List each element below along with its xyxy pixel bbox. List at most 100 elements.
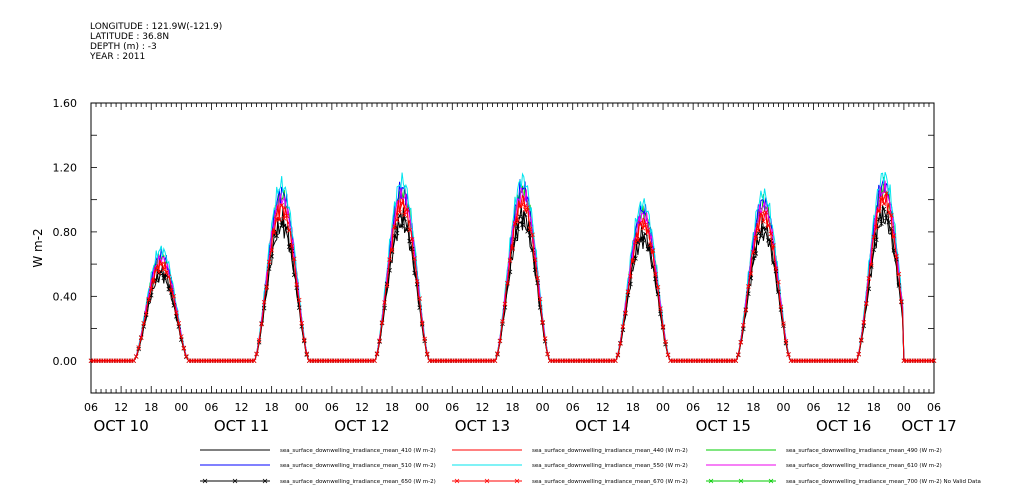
series-marker [537, 296, 543, 302]
series-marker [382, 305, 387, 311]
series-marker [776, 289, 781, 295]
series-marker [655, 284, 661, 290]
series-marker [525, 205, 530, 210]
series-marker [648, 246, 653, 251]
series-marker [868, 262, 874, 267]
legend-label: sea_surface_downwelling_irradiance_mean_… [786, 479, 981, 485]
series-marker [176, 320, 182, 326]
series-marker [279, 203, 284, 208]
series-marker [879, 221, 884, 226]
series-marker [653, 272, 658, 277]
series-marker [889, 213, 894, 218]
series-marker [633, 256, 638, 261]
series-marker [497, 338, 503, 344]
x-tick-label: 06 [927, 401, 941, 414]
series-marker [261, 299, 267, 305]
legend-marker [738, 478, 744, 484]
series-marker [143, 311, 149, 316]
series-marker [530, 232, 535, 238]
series-marker [741, 322, 746, 328]
series-marker [645, 227, 651, 233]
series-marker [141, 321, 146, 326]
series-marker [768, 238, 774, 243]
series-marker [542, 336, 548, 341]
series-marker [540, 319, 545, 325]
series-marker [158, 261, 164, 266]
year-label: YEAR : 2011 [90, 52, 146, 62]
series-marker [886, 209, 892, 215]
x-tick-label: 18 [867, 401, 881, 414]
series-marker [372, 358, 377, 364]
series-marker [768, 231, 774, 237]
series-marker [638, 220, 643, 226]
series-marker [294, 282, 300, 287]
x-tick-label: 00 [415, 401, 429, 414]
legend-label: sea_surface_downwelling_irradiance_mean_… [532, 463, 688, 469]
series-marker [884, 191, 889, 196]
legend-label: sea_surface_downwelling_irradiance_mean_… [786, 463, 942, 469]
series-marker [889, 226, 894, 231]
x-tick-label: 18 [144, 401, 158, 414]
series-marker [771, 243, 776, 248]
series-marker [773, 266, 779, 272]
series-marker [289, 243, 294, 249]
series-marker [517, 203, 523, 208]
legend-marker [202, 478, 208, 484]
x-tick-label: 06 [566, 401, 580, 414]
series-marker [758, 233, 764, 239]
x-tick-label: 00 [776, 401, 790, 414]
series-marker [515, 226, 520, 232]
series-marker [286, 244, 292, 250]
series-marker [495, 351, 500, 356]
series-marker [736, 352, 741, 357]
series-marker [163, 269, 169, 275]
y-tick-label: 0.80 [53, 226, 78, 239]
series-marker [786, 352, 791, 357]
series-marker [304, 351, 310, 357]
series-marker [894, 254, 899, 259]
series-marker [874, 224, 879, 230]
series-marker [271, 230, 277, 236]
series-marker [746, 284, 751, 289]
series-marker [382, 300, 387, 305]
series-marker [879, 197, 884, 202]
series-marker [500, 319, 505, 324]
series-marker [397, 213, 402, 219]
series-line [91, 176, 934, 362]
x-tick-label: 12 [235, 401, 249, 414]
series-marker [409, 237, 415, 242]
series-marker [866, 276, 872, 281]
series-marker [635, 238, 641, 243]
series-marker [256, 338, 262, 343]
series-marker [741, 326, 746, 332]
series-marker [638, 237, 643, 242]
series-marker [264, 285, 269, 290]
series-marker [630, 259, 636, 264]
series-marker [399, 200, 405, 206]
series-marker [389, 247, 395, 253]
series-marker [407, 238, 412, 244]
x-tick-label: 06 [807, 401, 821, 414]
x-day-label: OCT 14 [575, 417, 630, 435]
series-marker [296, 305, 302, 310]
series-marker [414, 279, 420, 284]
series-line [91, 191, 934, 362]
series-marker [251, 358, 257, 364]
legend-label: sea_surface_downwelling_irradiance_mean_… [280, 463, 436, 469]
series-marker [146, 297, 151, 302]
series-marker [181, 345, 187, 351]
series-marker [136, 345, 141, 350]
legend-marker [262, 478, 268, 484]
series-marker [259, 321, 264, 327]
y-tick-label: 0.40 [53, 290, 78, 303]
x-day-label: OCT 17 [901, 417, 956, 435]
series-marker [886, 219, 892, 225]
series-marker [169, 288, 174, 293]
series-marker [660, 324, 666, 329]
series-marker [424, 351, 430, 357]
series-marker [881, 206, 887, 212]
latitude-label: LATITUDE : 36.8N [90, 32, 170, 42]
series-marker [931, 358, 937, 364]
series-marker [655, 291, 661, 297]
